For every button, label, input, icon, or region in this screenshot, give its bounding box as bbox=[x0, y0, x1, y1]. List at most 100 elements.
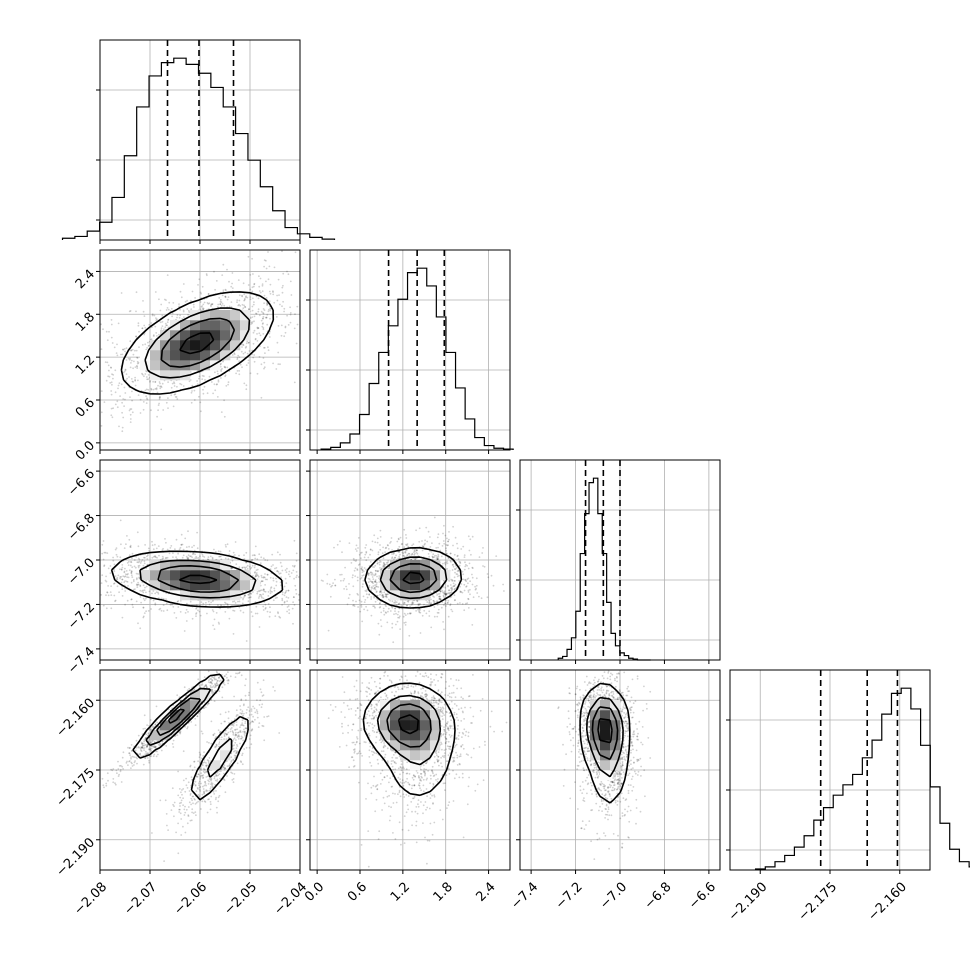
scatter-point bbox=[120, 292, 123, 294]
scatter-point bbox=[228, 280, 230, 283]
scatter-point bbox=[295, 552, 298, 555]
scatter-point bbox=[243, 382, 246, 385]
scatter-point bbox=[126, 599, 129, 602]
scatter-point bbox=[251, 615, 254, 618]
scatter-point bbox=[448, 592, 451, 594]
scatter-point bbox=[158, 298, 160, 301]
scatter-point bbox=[149, 381, 151, 383]
scatter-point bbox=[151, 314, 154, 317]
scatter-point bbox=[257, 575, 260, 578]
scatter-point bbox=[446, 601, 449, 604]
scatter-point bbox=[399, 628, 401, 630]
scatter-point bbox=[423, 603, 425, 606]
scatter-point bbox=[120, 543, 122, 546]
scatter-point bbox=[246, 296, 249, 299]
scatter-point bbox=[190, 391, 193, 394]
scatter-point bbox=[129, 396, 131, 398]
scatter-point bbox=[217, 303, 220, 306]
scatter-point bbox=[418, 540, 421, 543]
scatter-point bbox=[100, 323, 102, 326]
scatter-point bbox=[426, 540, 429, 543]
scatter-point bbox=[343, 578, 346, 580]
scatter-point bbox=[259, 562, 262, 564]
scatter-point bbox=[360, 606, 363, 608]
scatter-point bbox=[399, 553, 401, 556]
scatter-point bbox=[165, 401, 168, 404]
density-cell bbox=[400, 570, 411, 581]
scatter-point bbox=[160, 609, 163, 612]
scatter-point bbox=[263, 346, 265, 349]
scatter-point bbox=[115, 553, 118, 556]
panel-frame bbox=[729, 669, 931, 871]
scatter-point bbox=[383, 564, 386, 566]
scatter-point bbox=[141, 327, 144, 330]
scatter-point bbox=[464, 578, 466, 581]
scatter-point bbox=[265, 317, 268, 319]
scatter-point bbox=[371, 540, 374, 543]
density-panel-2-1 bbox=[306, 459, 511, 664]
scatter-point bbox=[169, 547, 172, 549]
scatter-point bbox=[383, 591, 386, 594]
scatter-point bbox=[155, 387, 158, 390]
scatter-point bbox=[156, 335, 158, 337]
scatter-point bbox=[186, 299, 189, 302]
scatter-point bbox=[100, 411, 103, 414]
scatter-point bbox=[197, 557, 200, 559]
scatter-point bbox=[281, 593, 284, 596]
scatter-point bbox=[104, 361, 107, 363]
scatter-point bbox=[220, 304, 223, 307]
scatter-point bbox=[137, 622, 139, 625]
scatter-point bbox=[239, 609, 242, 612]
scatter-point bbox=[359, 610, 362, 613]
scatter-point bbox=[348, 542, 351, 544]
scatter-point bbox=[129, 340, 132, 343]
scatter-point bbox=[368, 593, 371, 596]
scatter-point bbox=[268, 265, 271, 268]
scatter-point bbox=[109, 382, 112, 384]
scatter-point bbox=[178, 303, 180, 305]
scatter-point bbox=[386, 621, 389, 624]
scatter-point bbox=[269, 592, 272, 595]
scatter-point bbox=[154, 325, 157, 328]
scatter-point bbox=[289, 313, 292, 316]
scatter-point bbox=[137, 545, 140, 548]
scatter-point bbox=[219, 303, 222, 306]
scatter-point bbox=[203, 301, 206, 304]
scatter-point bbox=[431, 555, 434, 558]
scatter-point bbox=[105, 607, 108, 610]
scatter-point bbox=[244, 306, 247, 309]
scatter-point bbox=[205, 601, 207, 604]
scatter-point bbox=[102, 604, 105, 607]
scatter-point bbox=[138, 564, 141, 567]
scatter-point bbox=[408, 552, 411, 555]
scatter-point bbox=[148, 344, 151, 347]
scatter-point bbox=[100, 348, 103, 350]
scatter-point bbox=[107, 585, 109, 587]
scatter-point bbox=[259, 277, 262, 280]
scatter-point bbox=[261, 325, 264, 328]
scatter-point bbox=[176, 398, 179, 400]
scatter-point bbox=[200, 306, 203, 308]
scatter-point bbox=[386, 563, 389, 566]
scatter-point bbox=[132, 606, 134, 609]
scatter-point bbox=[156, 721, 159, 724]
scatter-point bbox=[444, 599, 447, 602]
scatter-point bbox=[227, 557, 230, 560]
scatter-point bbox=[193, 399, 196, 401]
scatter-point bbox=[371, 572, 374, 575]
scatter-point bbox=[129, 421, 132, 423]
scatter-point bbox=[216, 383, 218, 385]
scatter-point bbox=[193, 389, 196, 392]
scatter-point bbox=[431, 542, 433, 544]
scatter-point bbox=[147, 554, 149, 557]
scatter-point bbox=[104, 551, 107, 554]
scatter-point bbox=[231, 287, 234, 289]
scatter-point bbox=[101, 543, 104, 546]
scatter-point bbox=[495, 555, 498, 557]
scatter-point bbox=[124, 603, 126, 606]
scatter-point bbox=[378, 577, 380, 580]
scatter-point bbox=[286, 600, 288, 603]
scatter-point bbox=[372, 585, 375, 587]
scatter-point bbox=[380, 625, 383, 628]
scatter-point bbox=[247, 341, 250, 344]
